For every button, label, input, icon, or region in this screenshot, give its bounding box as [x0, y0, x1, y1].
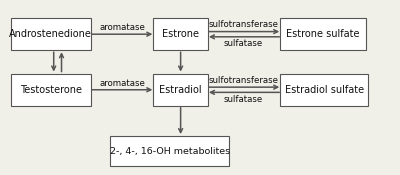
- Text: Estrone: Estrone: [162, 29, 199, 39]
- FancyBboxPatch shape: [153, 74, 208, 106]
- FancyBboxPatch shape: [11, 74, 91, 106]
- Text: Estradiol: Estradiol: [159, 85, 202, 95]
- FancyBboxPatch shape: [11, 18, 91, 50]
- Text: sulfatase: sulfatase: [224, 39, 263, 48]
- Text: sulfotransferase: sulfotransferase: [208, 20, 278, 29]
- FancyBboxPatch shape: [280, 18, 366, 50]
- Text: 2-, 4-, 16-OH metabolites: 2-, 4-, 16-OH metabolites: [110, 147, 230, 156]
- FancyBboxPatch shape: [153, 18, 208, 50]
- Text: Testosterone: Testosterone: [20, 85, 82, 95]
- Text: sulfatase: sulfatase: [224, 95, 263, 104]
- Text: Estrone sulfate: Estrone sulfate: [286, 29, 360, 39]
- Text: Estradiol sulfate: Estradiol sulfate: [284, 85, 364, 95]
- Text: aromatase: aromatase: [99, 79, 145, 88]
- Text: aromatase: aromatase: [99, 23, 145, 32]
- FancyBboxPatch shape: [110, 136, 230, 166]
- FancyBboxPatch shape: [280, 74, 368, 106]
- Text: Androstenedione: Androstenedione: [9, 29, 92, 39]
- Text: sulfotransferase: sulfotransferase: [208, 76, 278, 85]
